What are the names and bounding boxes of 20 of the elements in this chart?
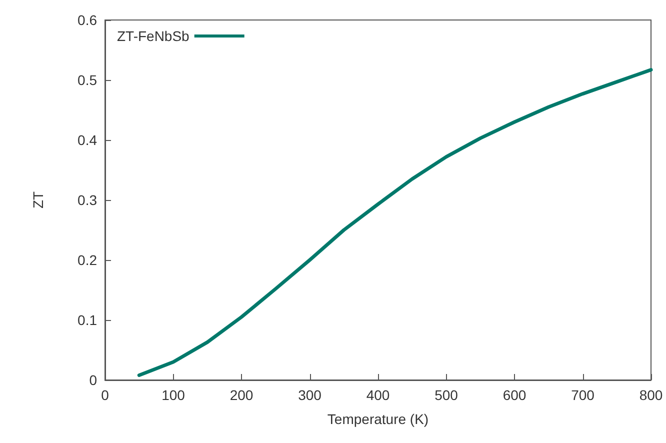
x-tick-label: 600 xyxy=(502,387,526,403)
y-tick-label: 0.4 xyxy=(78,132,98,148)
y-tick-label: 0.3 xyxy=(78,192,98,208)
y-tick-label: 0.1 xyxy=(78,312,98,328)
x-tick-label: 300 xyxy=(298,387,322,403)
x-tick-label: 800 xyxy=(639,387,663,403)
x-tick-label: 100 xyxy=(162,387,186,403)
x-tick-label: 400 xyxy=(366,387,390,403)
x-tick-label: 200 xyxy=(230,387,254,403)
y-axis-title: ZT xyxy=(30,191,46,209)
y-tick-label: 0.6 xyxy=(78,12,98,28)
y-tick-label: 0.2 xyxy=(78,252,98,268)
x-axis-title: Temperature (K) xyxy=(327,411,429,427)
x-tick-label: 700 xyxy=(571,387,595,403)
legend-label: ZT-FeNbSb xyxy=(116,28,190,44)
y-tick-label: 0 xyxy=(89,372,98,388)
x-tick-label: 0 xyxy=(101,387,110,403)
line-series xyxy=(137,68,653,377)
x-tick-label: 500 xyxy=(434,387,458,403)
y-tick-label: 0.5 xyxy=(78,72,98,88)
